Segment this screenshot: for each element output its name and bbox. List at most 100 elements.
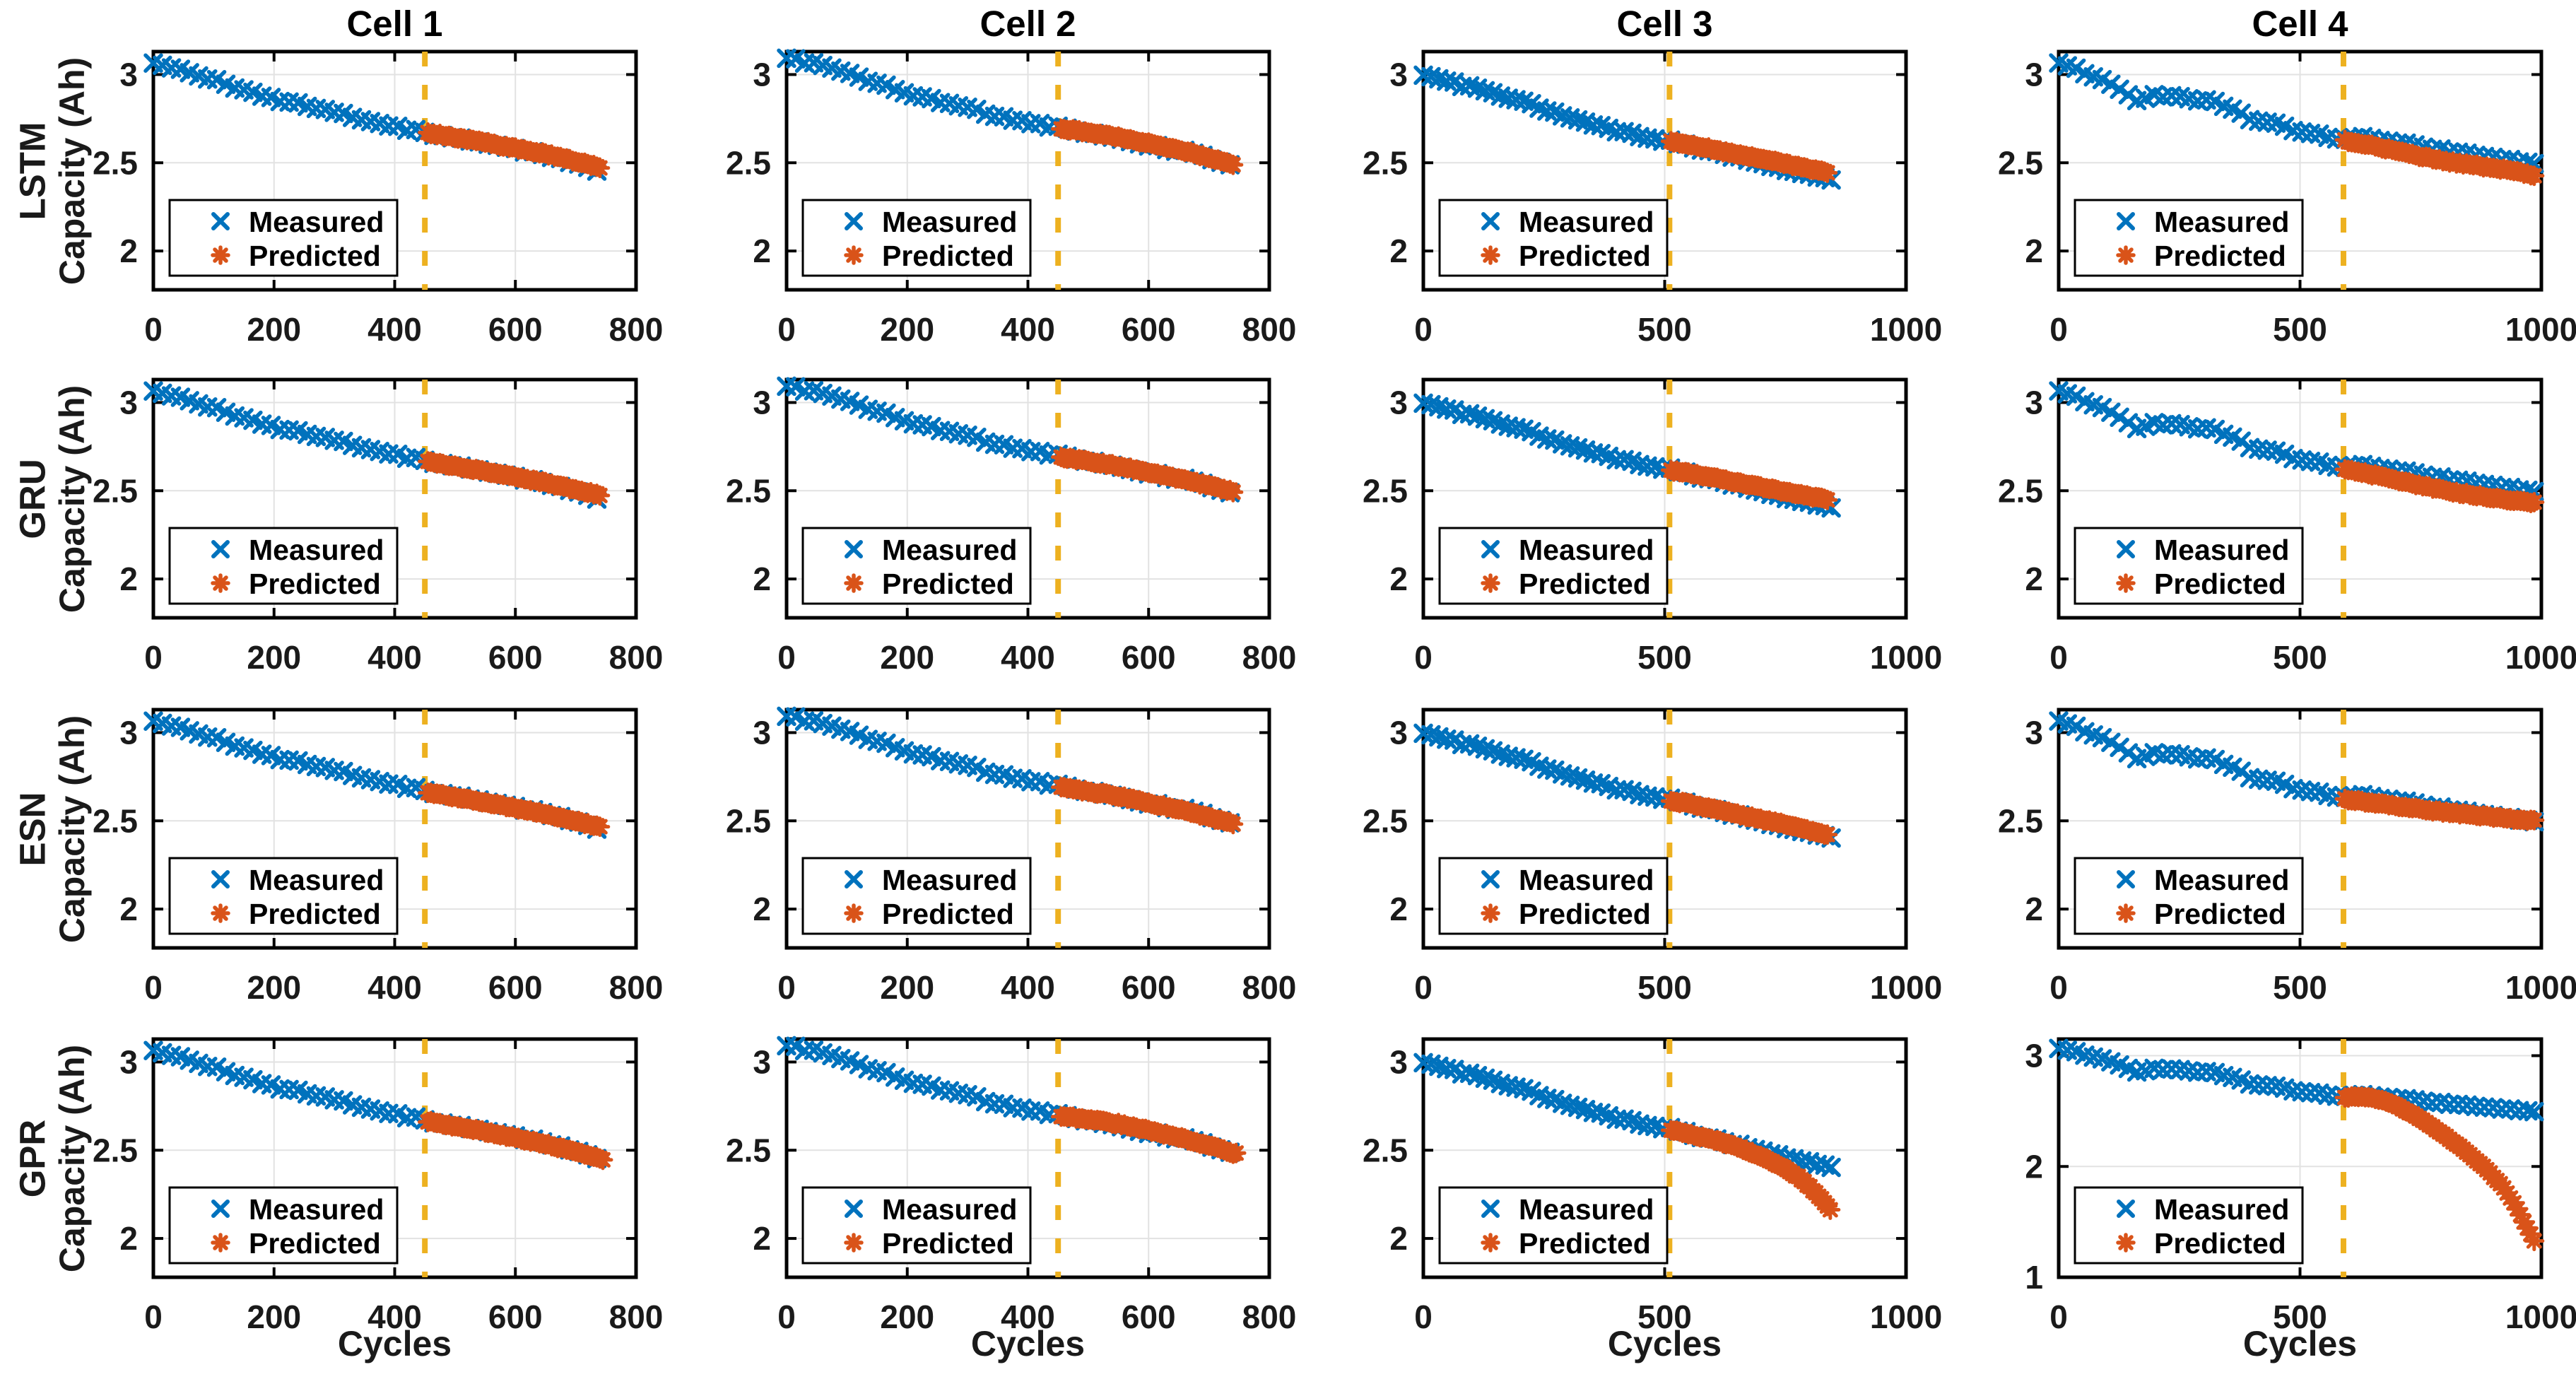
x-tick-label: 1000 — [2505, 1298, 2576, 1335]
y-tick-label: 2 — [753, 233, 771, 269]
x-tick-label: 1000 — [2505, 311, 2576, 348]
y-tick-label: 3 — [2025, 1038, 2043, 1074]
axis-ticks — [1422, 380, 1907, 618]
x-tick-label: 0 — [1414, 311, 1433, 348]
y-tick-label: 2 — [753, 891, 771, 927]
x-axis-label: Cycles — [970, 1324, 1086, 1364]
predicted-series — [1660, 459, 1838, 510]
predicted-series — [1051, 118, 1244, 175]
x-tick-label: 200 — [247, 969, 301, 1006]
panel-gpr-cell2: 0 200 400 600 800 2 2.5 3 Measured Predicted — [624, 990, 1296, 1383]
y-tick-label: 2 — [2025, 233, 2043, 269]
panel-lstm-cell2: 0 200 400 600 800 2 2.5 3 Measured Predicted — [624, 2, 1296, 396]
legend-measured-marker — [211, 870, 230, 889]
axis-ticks — [152, 52, 637, 290]
panel-lstm-cell1: 0 200 400 600 800 2 2.5 3 Measured Predicted — [0, 2, 663, 396]
predicted-series — [418, 451, 611, 506]
y-tick-label: 3 — [2025, 384, 2043, 421]
y-tick-label: 2 — [2025, 891, 2043, 927]
predicted-series — [1660, 1120, 1841, 1220]
legend-label-measured: Measured — [882, 1193, 1017, 1226]
legend-label-predicted: Predicted — [2154, 898, 2286, 930]
y-tick-label: 3 — [753, 384, 771, 421]
legend-label-measured: Measured — [249, 1193, 384, 1226]
y-tick-label: 3 — [1389, 56, 1408, 93]
legend-box — [168, 199, 399, 277]
x-tick-label: 600 — [1122, 311, 1176, 348]
axis-ticks — [2057, 710, 2543, 948]
legend-label-predicted: Predicted — [882, 568, 1014, 600]
y-tick-label: 2 — [119, 233, 138, 269]
x-tick-label: 800 — [1242, 639, 1297, 676]
legend-label-predicted: Predicted — [882, 1227, 1014, 1260]
y-tick-label: 2 — [753, 1220, 771, 1257]
x-tick-label: 800 — [609, 311, 664, 348]
legend-predicted-marker — [211, 903, 230, 923]
legend-predicted-marker — [1481, 573, 1500, 593]
legend-label-measured: Measured — [882, 206, 1017, 238]
x-tick-label: 500 — [2273, 311, 2327, 348]
x-tick-label: 800 — [609, 639, 664, 676]
predicted-series — [418, 122, 611, 179]
legend-label-measured: Measured — [1519, 1193, 1654, 1226]
predicted-series — [2334, 788, 2545, 831]
x-tick-label: 400 — [367, 311, 422, 348]
y-tick-label: 3 — [119, 714, 138, 751]
legend-box — [801, 857, 1032, 935]
x-tick-label: 200 — [880, 1298, 934, 1335]
x-tick-label: 800 — [609, 969, 664, 1006]
legend-measured-marker — [1481, 870, 1500, 889]
legend-measured-marker — [2117, 1200, 2135, 1218]
panel-gru-cell2: 0 200 400 600 800 2 2.5 3 Measured Predicted — [624, 330, 1296, 724]
axis-ticks — [152, 1039, 637, 1277]
axis-ticks — [152, 380, 637, 618]
predicted-series — [2334, 1086, 2545, 1252]
y-tick-label: 3 — [2025, 56, 2043, 93]
legend-predicted-marker — [2116, 903, 2136, 923]
legend-predicted-marker — [2116, 245, 2136, 265]
x-tick-label: 600 — [488, 1298, 543, 1335]
y-tick-label: 2.5 — [726, 144, 771, 181]
x-tick-label: 0 — [1414, 969, 1433, 1006]
legend-predicted-marker — [844, 1233, 864, 1253]
legend-measured-marker — [845, 212, 863, 230]
panel-gru-cell4: 0 500 1000 2 2.5 3 Measured Predicted — [1896, 330, 2576, 724]
x-tick-label: 200 — [880, 969, 934, 1006]
legend-predicted-marker — [1481, 903, 1500, 923]
predicted-series — [2334, 459, 2545, 514]
legend-predicted-marker — [844, 245, 864, 265]
x-tick-label: 800 — [1242, 969, 1297, 1006]
x-tick-label: 0 — [2049, 639, 2068, 676]
panel-lstm-cell3: 0 500 1000 2 2.5 3 Measured Predicted — [1261, 2, 1942, 396]
y-tick-label: 2 — [1389, 233, 1408, 269]
x-tick-label: 200 — [247, 311, 301, 348]
legend-label-predicted: Predicted — [2154, 1227, 2286, 1260]
x-tick-label: 600 — [1122, 1298, 1176, 1335]
legend-box — [801, 527, 1032, 605]
y-tick-label: 3 — [753, 1043, 771, 1080]
legend-label-predicted: Predicted — [249, 240, 381, 272]
y-tick-label: 2 — [1389, 1220, 1408, 1257]
legend-label-predicted: Predicted — [1519, 898, 1651, 930]
predicted-series — [418, 1110, 613, 1171]
x-tick-label: 600 — [488, 311, 543, 348]
legend-measured-marker — [2117, 212, 2135, 230]
x-tick-label: 800 — [609, 1298, 664, 1335]
legend-label-predicted: Predicted — [882, 898, 1014, 930]
y-tick-label: 3 — [2025, 714, 2043, 751]
